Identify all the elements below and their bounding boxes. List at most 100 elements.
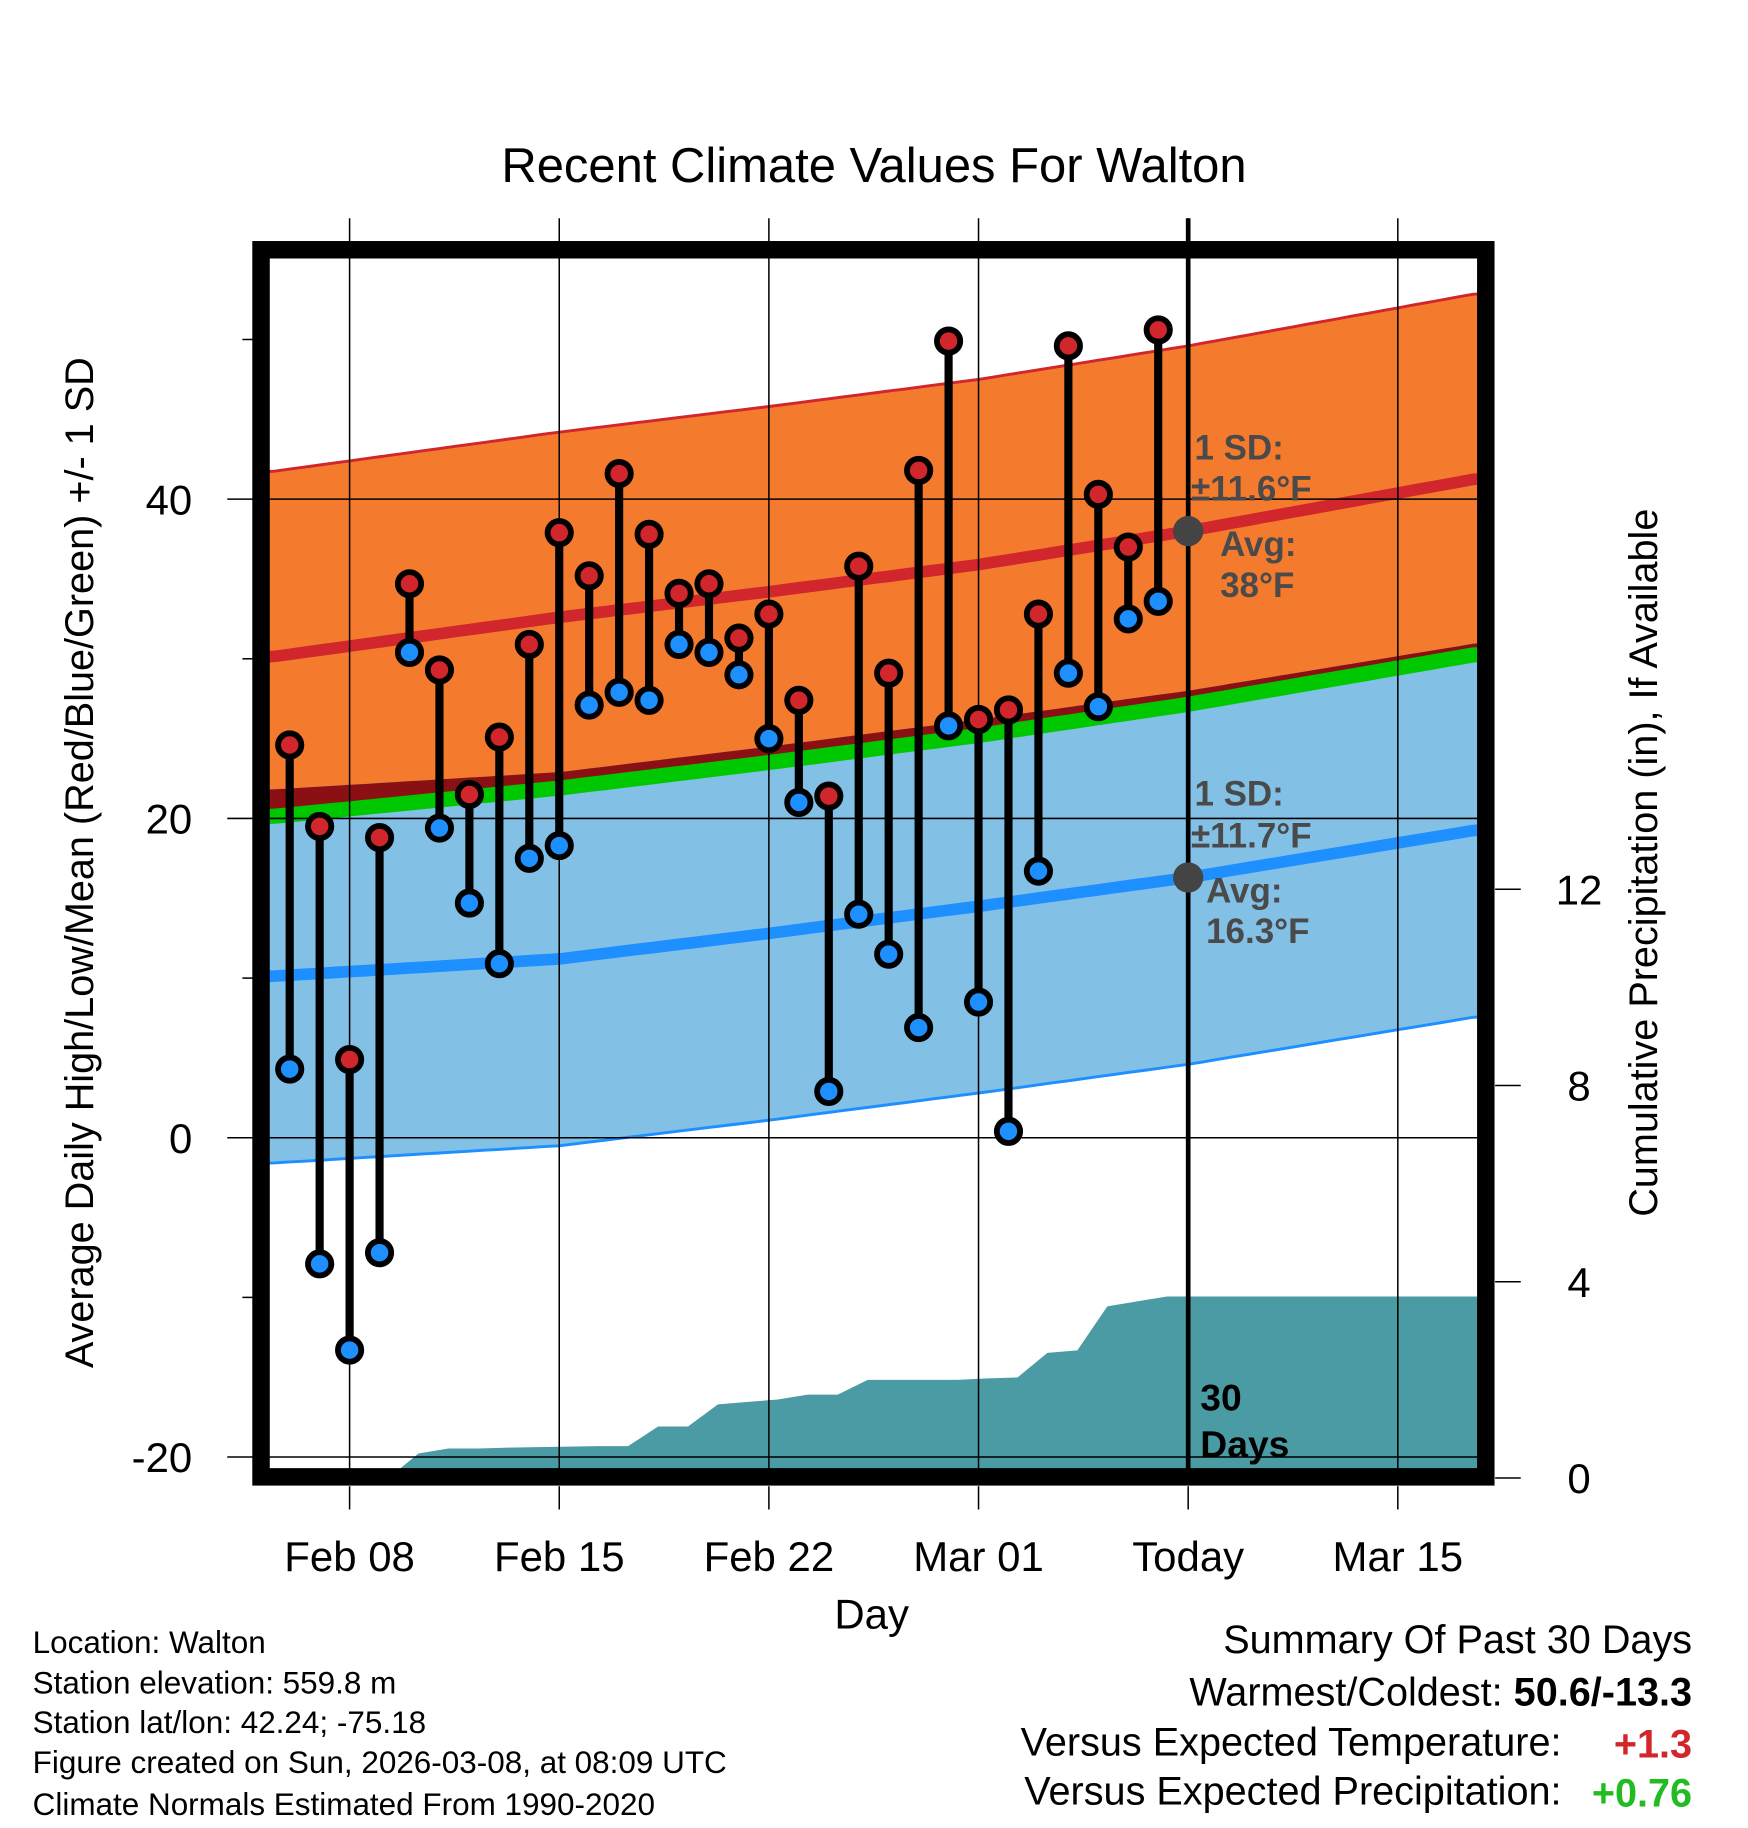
daily-low-point xyxy=(604,677,634,707)
y-tick-label: 20 xyxy=(146,796,193,843)
overlap-band xyxy=(269,643,1478,817)
x-tick-label: Mar 15 xyxy=(1333,1533,1464,1580)
data-marks xyxy=(275,315,1204,1365)
x-tick-label: Feb 22 xyxy=(704,1533,835,1580)
y-axis-label: Average Daily High/Low/Mean (Red/Blue/Gr… xyxy=(58,357,102,1368)
daily-low-point xyxy=(574,690,604,720)
daily-high-point xyxy=(335,1044,365,1075)
daily-low-point xyxy=(1053,658,1083,688)
low-avg-value: 16.3°F xyxy=(1206,912,1309,951)
normals-text: Climate Normals Estimated From 1990-2020 xyxy=(33,1787,655,1822)
daily-high-point xyxy=(544,518,574,548)
daily-low-point xyxy=(784,787,814,818)
axes: Feb 08 Feb 15 Feb 22 Mar 01 Today Mar 1540200… xyxy=(132,338,1602,1580)
y-tick-label: 40 xyxy=(146,476,193,523)
daily-low-point xyxy=(814,1076,844,1107)
x-axis-label: Day xyxy=(834,1590,909,1637)
precip-departure-value: +0.76 xyxy=(1592,1772,1692,1816)
y2-tick-label: 4 xyxy=(1567,1259,1590,1306)
daily-low-point xyxy=(1113,604,1143,634)
daily-high-point xyxy=(694,569,724,599)
y-tick-label: 0 xyxy=(169,1115,192,1162)
daily-low-point xyxy=(754,724,784,754)
daily-low-point xyxy=(874,939,904,969)
x-tick-label: Mar 01 xyxy=(913,1533,1044,1580)
daily-high-point xyxy=(754,599,784,629)
daily-low-point xyxy=(993,1116,1024,1146)
daily-low-point xyxy=(664,629,694,659)
x-tick-label: Feb 15 xyxy=(494,1533,625,1580)
daily-high-point xyxy=(993,695,1024,725)
daily-high-point xyxy=(1023,599,1053,629)
daily-high-point xyxy=(634,519,664,549)
warmest-label: Warmest/Coldest: xyxy=(1189,1670,1513,1714)
daily-low-point xyxy=(1023,856,1053,886)
station-info: Location: Walton Station elevation: 559.… xyxy=(33,1625,727,1822)
location-text: Location: Walton xyxy=(33,1625,266,1660)
daily-high-point xyxy=(963,704,994,735)
low-normal-annotation: 1 SD: ±11.7°F Avg: 16.3°F xyxy=(1191,775,1312,952)
daily-low-point xyxy=(275,1054,305,1084)
daily-high-point xyxy=(1083,479,1113,509)
daily-high-point xyxy=(1113,532,1143,562)
summary-panel: Summary Of Past 30 Days Warmest/Coldest:… xyxy=(1021,1618,1692,1816)
daily-low-point xyxy=(724,660,754,690)
low-sd-lower-edge xyxy=(269,1015,1478,1165)
daily-high-point xyxy=(484,722,514,752)
daily-low-point xyxy=(934,711,964,741)
latlon-text: Station lat/lon: 42.24; -75.18 xyxy=(33,1705,426,1740)
daily-high-point xyxy=(844,551,874,581)
daily-high-point xyxy=(604,459,634,489)
daily-high-point xyxy=(874,658,904,688)
daily-high-point xyxy=(514,629,544,659)
daily-high-point xyxy=(934,326,964,356)
daily-high-point xyxy=(1053,331,1083,361)
daily-high-point xyxy=(364,823,395,853)
daily-high-point xyxy=(724,623,754,653)
plot-area xyxy=(269,292,1478,1469)
high-normal-annotation: 1 SD: ±11.6°F Avg: 38°F xyxy=(1191,429,1312,606)
daily-low-point xyxy=(1083,692,1113,722)
daily-low-point xyxy=(305,1249,335,1279)
temp-departure-label: Versus Expected Temperature: xyxy=(1021,1720,1562,1764)
daily-low-point xyxy=(904,1013,934,1043)
y-tick-label: -20 xyxy=(132,1434,193,1481)
daily-low-point xyxy=(544,831,574,861)
window-days-label: Days xyxy=(1200,1423,1289,1465)
high-sd-label: 1 SD: xyxy=(1194,429,1283,468)
created-text: Figure created on Sun, 2026-03-08, at 08… xyxy=(33,1745,727,1780)
high-normal-line xyxy=(269,473,1478,663)
daily-low-point xyxy=(634,685,664,715)
daily-high-point xyxy=(664,578,694,608)
daily-high-point xyxy=(574,561,604,591)
daily-high-point xyxy=(814,781,844,811)
chart-title: Recent Climate Values For Walton xyxy=(501,139,1246,193)
window-days-number: 30 xyxy=(1200,1376,1241,1418)
elevation-text: Station elevation: 559.8 m xyxy=(33,1666,397,1701)
daily-high-point xyxy=(784,685,814,715)
low-sd-label: 1 SD: xyxy=(1194,775,1283,814)
today-high-normal-marker xyxy=(1173,515,1204,547)
warmest-coldest: Warmest/Coldest: 50.6/-13.3 xyxy=(1189,1670,1692,1714)
summary-title: Summary Of Past 30 Days xyxy=(1223,1618,1692,1662)
high-avg-label: Avg: xyxy=(1220,525,1296,564)
daily-high-point xyxy=(904,455,934,485)
daily-high-point xyxy=(454,779,484,810)
high-sd-value: ±11.6°F xyxy=(1191,469,1312,508)
low-sd-value: ±11.7°F xyxy=(1191,817,1312,856)
daily-low-point xyxy=(335,1335,365,1365)
plot-frame xyxy=(252,241,1495,1486)
high-sd-upper-edge xyxy=(269,292,1478,473)
daily-high-point xyxy=(305,811,335,841)
y2-tick-label: 8 xyxy=(1567,1063,1590,1110)
warmest-value: 50.6/-13.3 xyxy=(1514,1670,1692,1714)
daily-high-point xyxy=(275,730,305,760)
daily-high-point xyxy=(424,655,455,685)
daily-high-point xyxy=(394,569,425,599)
y2-axis-label: Cumulative Precipitation (in), If Availa… xyxy=(1622,509,1666,1217)
x-tick-label: Today xyxy=(1132,1533,1244,1580)
daily-low-point xyxy=(364,1238,395,1268)
daily-low-point xyxy=(963,987,994,1017)
high-avg-value: 38°F xyxy=(1220,566,1294,605)
